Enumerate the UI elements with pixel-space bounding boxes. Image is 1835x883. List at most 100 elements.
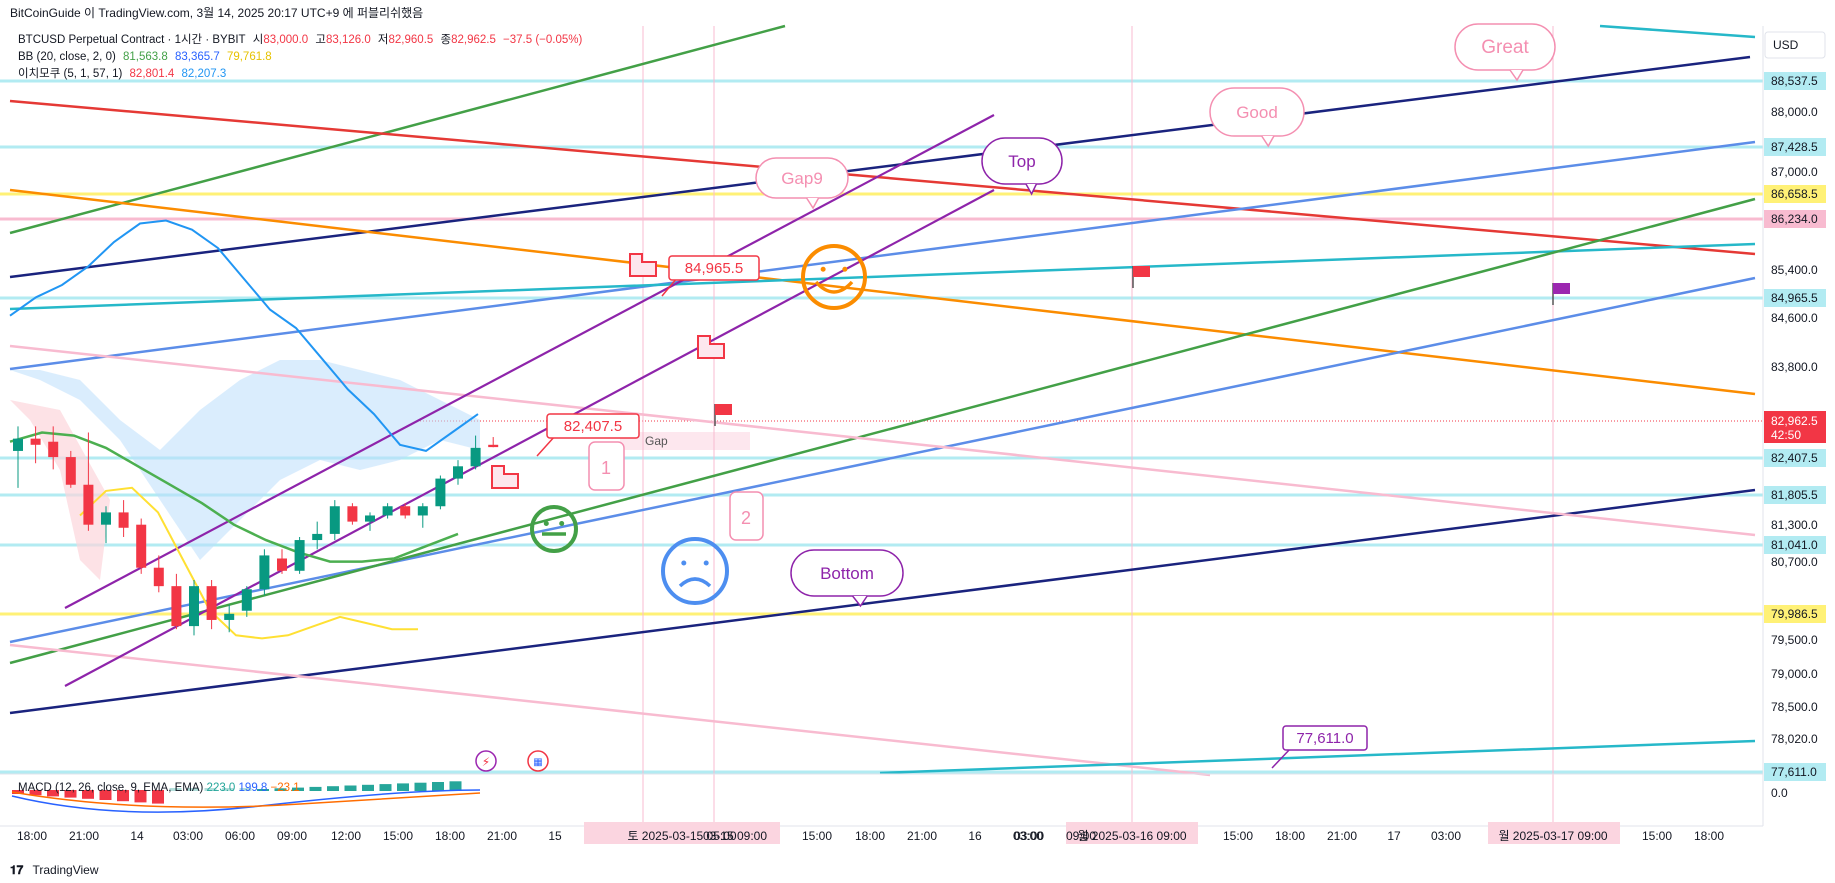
macd-bar: [187, 788, 199, 791]
smile-happy-icon: [801, 244, 867, 310]
top-bubble-text: Top: [1008, 152, 1035, 171]
ichimoku-row[interactable]: 이치모쿠 (5, 1, 57, 1) 82,801.4 82,207.3: [18, 66, 586, 83]
candle: [48, 426, 59, 470]
macd-bar: [432, 782, 444, 791]
trendline: [9, 276, 1756, 644]
gap-zone: [620, 432, 750, 450]
macd-bar: [414, 782, 427, 791]
pointing-hand-icon-shape: [629, 253, 657, 277]
candle: [30, 426, 41, 464]
macd-legend[interactable]: MACD (12, 26, close, 9, EMA, EMA) 223.0 …: [18, 782, 300, 794]
footer-brand[interactable]: TradingView: [32, 863, 99, 877]
time-tick: 18:00: [855, 829, 885, 843]
candle-body: [294, 540, 305, 571]
candle-body: [488, 444, 499, 448]
num1-frame: [588, 441, 625, 491]
macd-bar: [292, 787, 304, 791]
level-tag: [1764, 536, 1826, 554]
candle-body: [400, 506, 411, 516]
bollinger-bands: [9, 219, 479, 640]
open-label: 시: [252, 34, 264, 46]
pointing-hand-icon: [491, 465, 519, 489]
top-bubble: Top: [981, 137, 1063, 196]
time-tick: 03:00: [1431, 829, 1461, 843]
good-bubble: Good: [1209, 87, 1305, 148]
smile-happy-icon-face: [801, 244, 867, 310]
macd-bar: [379, 784, 392, 791]
lightning-icon: [475, 750, 497, 772]
price-tick: 81,300.0: [1771, 518, 1818, 532]
macd-name: MACD (12, 26, close, 9, EMA, EMA): [18, 782, 204, 794]
candle-body: [312, 533, 323, 541]
level-tag: [1764, 289, 1826, 307]
candle: [294, 536, 305, 574]
callout-77611-text: 77,611.0: [1296, 730, 1353, 747]
ichimoku-cloud: [10, 360, 480, 580]
candle: [101, 506, 111, 544]
candle-body: [453, 466, 463, 479]
candle: [13, 426, 23, 488]
price-chart[interactable]: Gap9 Top Good Great Bottom Gap 1 2 84,965.5 82,40…: [0, 0, 1835, 857]
bb-row[interactable]: BB (20, close, 2, 0) 81,563.8 83,365.7 7…: [18, 49, 586, 66]
time-tick: 09:00: [277, 829, 307, 843]
candle-body: [136, 524, 147, 568]
level-tag: [1764, 486, 1826, 504]
price-tick: 79,000.0: [1771, 667, 1818, 681]
time-tick: 15:00: [383, 829, 413, 843]
symbol-row: BTCUSD Perpetual Contract · 1시간 · BYBIT …: [18, 32, 586, 49]
trendline: [1599, 24, 1756, 39]
time-highlight-label: 토 2025-03-15 05:00: [627, 829, 736, 843]
change-value: −37.5 (−0.05%): [503, 34, 583, 46]
smile-confused-icon-eye: [681, 560, 687, 566]
level-tag-text: 82,407.5: [1771, 451, 1818, 465]
callout-84965: 84,965.5: [661, 255, 760, 297]
footer-bar: 𝟏𝟕 TradingView: [0, 857, 1835, 883]
price-tick: 85,400.0: [1771, 263, 1818, 277]
callout-82407-text: 82,407.5: [564, 418, 622, 435]
great-bubble: Great: [1454, 23, 1556, 82]
trendline: [9, 55, 1751, 279]
candle: [417, 503, 428, 528]
level-tag: [1764, 138, 1826, 156]
callout-77611-pointer: [1271, 747, 1292, 769]
bottom-bubble: Bottom: [790, 549, 904, 608]
ichimoku-b-value: 82,207.3: [181, 68, 227, 80]
pointing-hand-icon-shape: [697, 335, 725, 359]
candle: [347, 503, 358, 525]
time-tick: 15:00: [1642, 829, 1672, 843]
num1-label: 1: [601, 458, 611, 478]
macd-bar: [362, 784, 374, 791]
candle: [259, 549, 270, 596]
top-bubble-tail: [1025, 183, 1038, 196]
trendline: [9, 140, 1756, 371]
symbol-name[interactable]: BTCUSD Perpetual Contract · 1시간 · BYBIT: [18, 34, 246, 46]
level-tag: [1764, 185, 1826, 203]
candle: [241, 586, 252, 617]
bb-lower-value: 79,761.8: [226, 51, 272, 63]
time-highlight: [1488, 822, 1620, 844]
publisher-bar: BitCoinGuide 이 TradingView.com, 3월 14, 2…: [0, 0, 1835, 26]
red-flag-icon-cloth: [1133, 266, 1150, 277]
trendline: [9, 197, 1756, 665]
macd-bar: [64, 790, 77, 798]
currency-button: [1764, 31, 1826, 59]
tradingview-logo-icon: 𝟏𝟕: [10, 863, 24, 877]
callout-84965-frame: [668, 255, 760, 281]
candle-body: [417, 506, 428, 516]
time-tick: 12:00: [331, 829, 361, 843]
macd-bar: [12, 790, 24, 794]
low-value: 82,960.5: [388, 34, 434, 46]
candle: [277, 549, 287, 574]
time-tick: 03:00: [1014, 829, 1044, 843]
smile-confused-icon-face: [661, 537, 729, 605]
time-tick: 18:00: [435, 829, 465, 843]
macd-bar: [309, 786, 322, 791]
time-tick: 21:00: [69, 829, 99, 843]
macd-bar: [134, 790, 147, 803]
time-highlight-label: 03-15 09:00: [703, 829, 767, 843]
candle: [400, 503, 411, 519]
bb-upper-line: [9, 219, 479, 452]
time-tick: 15: [548, 829, 562, 843]
ichimoku-a-value: 82,801.4: [129, 68, 175, 80]
level-tag-text: 86,234.0: [1771, 212, 1818, 226]
